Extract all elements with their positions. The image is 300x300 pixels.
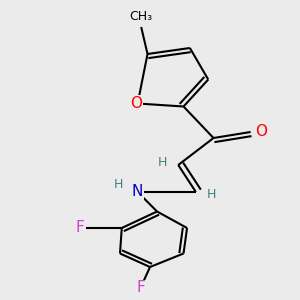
Text: F: F xyxy=(76,220,85,236)
Text: O: O xyxy=(255,124,267,140)
Text: CH₃: CH₃ xyxy=(130,10,153,22)
Text: F: F xyxy=(137,280,146,296)
Text: H: H xyxy=(113,178,123,191)
Text: H: H xyxy=(207,188,217,201)
Text: N: N xyxy=(132,184,143,200)
Text: H: H xyxy=(158,156,167,169)
Text: O: O xyxy=(130,96,142,111)
